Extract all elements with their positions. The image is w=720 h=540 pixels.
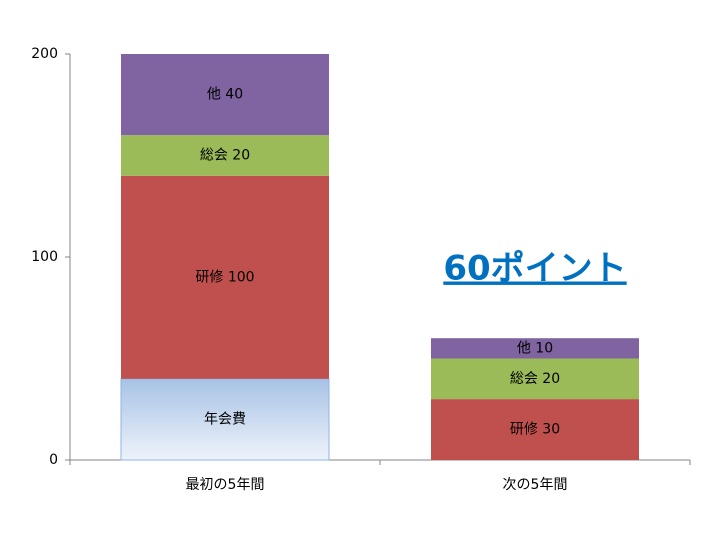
- data-label: 研修 30: [510, 422, 560, 438]
- bar-segment: [431, 338, 639, 359]
- x-tick-label: 最初の5年間: [186, 476, 265, 493]
- data-label: 研修 100: [195, 269, 254, 285]
- data-label: 他 10: [517, 340, 553, 356]
- bar-segment: [120, 378, 330, 461]
- bar-segment: [431, 399, 639, 460]
- bar-segment: [121, 135, 329, 176]
- y-tick-label: 200: [31, 46, 58, 62]
- data-label: 年会費: [204, 411, 246, 427]
- annotation: 60ポイント: [443, 249, 626, 289]
- data-label: 総会 20: [510, 371, 560, 387]
- y-tick-label: 0: [49, 452, 58, 468]
- bar-segment: [121, 175, 329, 379]
- data-label: 総会 20: [200, 148, 250, 164]
- y-tick-label: 100: [31, 249, 58, 265]
- x-tick-label: 次の5年間: [503, 477, 568, 493]
- data-label: 他 40: [207, 87, 243, 103]
- bar-segment: [121, 54, 329, 136]
- bar-segment: [431, 358, 639, 400]
